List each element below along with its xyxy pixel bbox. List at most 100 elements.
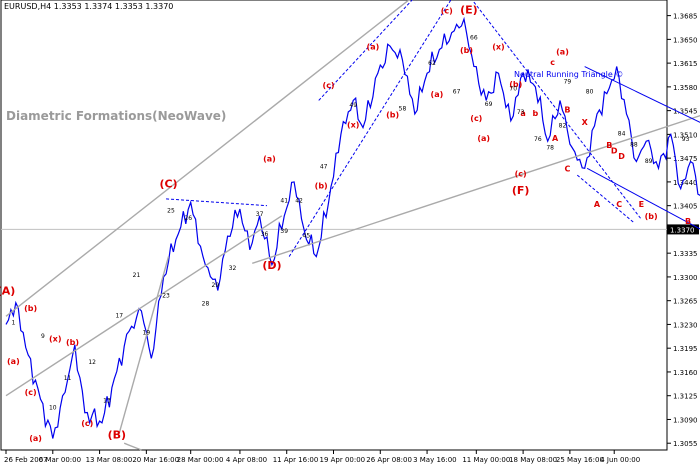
x-tick-label: 20 Mar 16:00 [132, 456, 179, 464]
trendline [576, 174, 635, 224]
x-tick-label: 26 Apr 08:00 [366, 456, 412, 464]
y-tick-label: 1.3335 [673, 250, 698, 258]
wave-label: 80 [586, 89, 594, 96]
wave-label: 25 [167, 207, 175, 214]
x-tick-label: 19 Apr 00:00 [320, 456, 366, 464]
wave-label: (x) [49, 334, 61, 343]
x-tick-label: 4 Apr 08:00 [226, 456, 267, 464]
x-tick-label: 25 May 16:00 [556, 456, 604, 464]
x-tick-label: 11 May 00:00 [462, 456, 510, 464]
wave-label: 47 [320, 163, 328, 170]
trendline [166, 198, 268, 207]
wave-label: 49 [349, 102, 357, 109]
wave-label: (b) [24, 304, 37, 313]
wave-label: 42 [295, 197, 303, 204]
wave-label: (c) [470, 114, 482, 123]
wave-label: (c) [441, 7, 453, 16]
wave-label: 89 [645, 158, 653, 165]
wave-label: 13 [103, 397, 111, 404]
wave-label: 69 [485, 101, 493, 108]
wave-label: (F) [512, 184, 530, 197]
trendline [5, 215, 283, 397]
ohlc-low: 1.3353 [114, 2, 143, 11]
y-tick-label: 1.3265 [673, 298, 698, 306]
wave-label: 82 [559, 123, 567, 130]
x-tick-label: 11 Apr 16:00 [273, 456, 319, 464]
wave-label: 11 [64, 375, 72, 382]
wave-label: D [618, 152, 625, 161]
wave-label: (a) [7, 357, 20, 366]
y-tick-label: 1.3580 [673, 84, 698, 92]
wave-label: C [564, 165, 570, 174]
trendline [473, 1, 642, 220]
wave-label: (a) [556, 47, 569, 56]
current-price-box [667, 224, 699, 235]
wave-label: b [533, 109, 539, 118]
x-tick-label: 6 Mar 00:00 [39, 456, 81, 464]
wave-label: 39 [280, 228, 288, 235]
ohlc-open: 1.3353 [53, 2, 82, 11]
wave-label: C [616, 200, 622, 209]
wave-label: 28 [202, 300, 210, 307]
wave-label: E [639, 200, 644, 209]
y-tick-label: 1.3545 [673, 108, 698, 116]
plot-area [0, 0, 668, 451]
wave-label: (x) [347, 121, 359, 130]
y-tick-label: 1.3300 [673, 274, 698, 282]
trendline [252, 114, 700, 265]
wave-label: (B) [108, 428, 126, 441]
y-tick-label: 1.3195 [673, 345, 698, 353]
y-tick-label: 1.3055 [673, 440, 698, 448]
wave-label: (b) [645, 212, 658, 221]
ohlc-high: 1.3374 [84, 2, 113, 11]
trendline [123, 442, 142, 451]
y-tick-label: 1.3440 [673, 179, 698, 187]
wave-label: B [685, 217, 691, 226]
trendline [5, 0, 410, 317]
x-tick-label: 3 May 16:00 [413, 456, 457, 464]
y-tick-label: 1.3160 [673, 369, 698, 377]
wave-label: (b) [315, 182, 328, 191]
wave-label: (c) [25, 388, 37, 397]
symbol-header: EURUSD,H4 1.3353 1.3374 1.3353 1.3370 [4, 2, 173, 11]
wave-label: 37 [256, 211, 264, 218]
wave-label: 41 [280, 197, 288, 204]
chart-title: Diametric Formations(NeoWave) [6, 109, 226, 123]
current-price-label: 1.3370 [670, 226, 695, 234]
wave-label: 10 [49, 404, 57, 411]
wave-label: 19 [143, 330, 151, 337]
wave-label: 32 [229, 265, 237, 272]
wave-label: (b) [509, 80, 522, 89]
wave-label: (D) [262, 259, 281, 272]
wave-label: 58 [399, 106, 407, 113]
wave-label: (b) [66, 338, 79, 347]
wave-label: 70 [509, 85, 517, 92]
wave-label: 12 [88, 359, 96, 366]
price-series-line [5, 16, 700, 439]
wave-label: 17 [115, 313, 123, 320]
y-tick-label: 1.3475 [673, 155, 698, 163]
wave-label: 1 [11, 319, 15, 326]
x-tick-label: 18 May 08:00 [509, 456, 557, 464]
wave-label: 66 [470, 34, 478, 41]
wave-label: c [550, 58, 555, 67]
wave-label: 93 [682, 136, 690, 143]
wave-label: (b) [460, 46, 473, 55]
y-tick-label: 1.3405 [673, 203, 698, 211]
chart-subtitle: Neutral Running Triangle © [514, 70, 623, 79]
ohlc-close: 1.3370 [145, 2, 174, 11]
wave-label: A [552, 134, 559, 143]
trendline [118, 256, 170, 434]
wave-label: 45 [303, 233, 311, 240]
wave-label: 78 [546, 144, 554, 151]
wave-label: (a) [477, 134, 490, 143]
x-tick-label: 26 Feb 2007 [4, 456, 48, 464]
wave-label: (c) [81, 419, 93, 428]
wave-label: (c) [515, 169, 527, 178]
wave-label: X [582, 118, 589, 127]
wave-label: (a) [431, 90, 444, 99]
wave-label: 88 [630, 142, 638, 149]
y-tick-label: 1.3615 [673, 60, 698, 68]
wave-label: (b) [386, 110, 399, 119]
y-tick-label: 1.3650 [673, 36, 698, 44]
